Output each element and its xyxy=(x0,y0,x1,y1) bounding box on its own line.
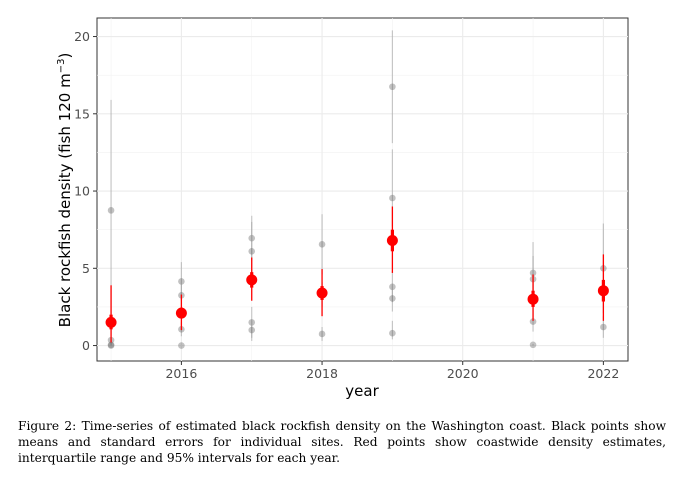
x-tick-label: 2022 xyxy=(587,366,619,381)
figure-caption: Figure 2: Time-series of estimated black… xyxy=(18,419,666,465)
site-point xyxy=(389,194,396,202)
site-point xyxy=(318,241,326,248)
coastwide-point xyxy=(597,285,609,297)
coastwide-point xyxy=(246,274,258,286)
x-tick-label: 2020 xyxy=(447,366,479,381)
site-point xyxy=(107,342,115,349)
site-point xyxy=(107,341,115,349)
site-point xyxy=(318,330,326,338)
x-tick-label: 2016 xyxy=(165,366,197,381)
y-axis-title-main: Black rockfish density (fish 120 m xyxy=(56,73,74,327)
y-axis-title-close: ) xyxy=(56,53,74,59)
y-axis-title: Black rockfish density (fish 120 m−3) xyxy=(56,53,74,328)
site-point xyxy=(389,83,396,91)
y-tick-label: 5 xyxy=(82,261,90,276)
x-axis: 2016 2018 2020 2022 xyxy=(165,361,619,381)
y-tick-label: 0 xyxy=(82,338,90,353)
major-gridlines xyxy=(97,18,628,361)
site-point xyxy=(178,342,185,349)
y-axis-title-exponent: −3 xyxy=(56,59,67,74)
x-tick-label: 2018 xyxy=(306,366,338,381)
site-point xyxy=(529,318,537,325)
plot-panel xyxy=(96,17,629,362)
coastwide-point xyxy=(527,293,539,305)
y-tick-label: 20 xyxy=(74,29,90,44)
site-point xyxy=(389,329,396,337)
coastwide-point xyxy=(105,316,117,328)
site-point xyxy=(529,341,537,349)
x-axis-title: year xyxy=(345,382,379,400)
y-tick-label: 10 xyxy=(74,184,90,199)
site-point xyxy=(389,295,396,302)
coastwide-point xyxy=(316,287,328,299)
coastwide-point xyxy=(386,234,398,246)
coastwide-estimates xyxy=(105,206,609,343)
site-point xyxy=(600,323,607,331)
site-point xyxy=(107,207,115,214)
density-chart: 2016 2018 2020 2022 0 5 10 15 20 year Black roc… xyxy=(56,17,629,400)
y-tick-label: 15 xyxy=(74,106,90,121)
coastwide-point xyxy=(175,307,187,319)
site-point xyxy=(248,326,256,334)
y-axis: 0 5 10 15 20 xyxy=(74,29,97,353)
site-point xyxy=(248,248,256,255)
site-point xyxy=(178,278,185,285)
